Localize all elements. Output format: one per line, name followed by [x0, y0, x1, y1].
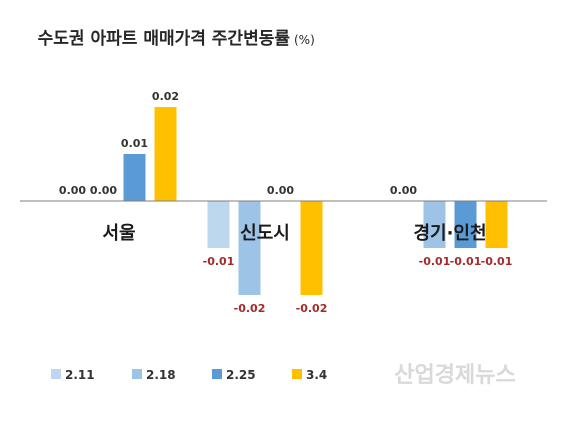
- bar-3.4-0: [154, 107, 177, 201]
- category-label-2: 경기·인천: [413, 223, 486, 244]
- bars-group: [123, 107, 508, 295]
- data-label-2.25-0: 0.01: [121, 137, 148, 150]
- data-label-2.18-0: 0.00: [90, 184, 117, 197]
- chart-title: 수도권 아파트 매매가격 주간변동률: [38, 29, 291, 49]
- data-label-2.18-2: -0.01: [419, 255, 451, 268]
- value-labels-group: 0.00 0.00 0.01 0.02 -0.01 -0.02 0.00 -0.02 0.00 -…: [59, 90, 512, 315]
- legend-label-3.4: 3.4: [306, 368, 327, 382]
- bar-3.4-1: [300, 201, 323, 295]
- legend-swatch-2.18: [132, 369, 142, 379]
- category-label-0: 서울: [102, 223, 135, 244]
- legend-swatch-3.4: [292, 369, 302, 379]
- data-label-3.4-1: -0.02: [296, 302, 328, 315]
- data-label-2.25-1: 0.00: [267, 184, 294, 197]
- legend-label-2.25: 2.25: [226, 368, 256, 382]
- data-label-2.25-2: -0.01: [450, 255, 482, 268]
- legend-label-2.18: 2.18: [146, 368, 176, 382]
- data-label-2.11-0: 0.00: [59, 184, 86, 197]
- bar-2.11-1: [207, 201, 230, 248]
- bar-3.4-2: [485, 201, 508, 248]
- bar-2.25-2: [454, 201, 477, 248]
- chart-unit: (%): [294, 33, 315, 47]
- watermark-text: 산업경제뉴스: [394, 363, 515, 388]
- data-label-2.18-1: -0.02: [234, 302, 266, 315]
- legend: 2.11 2.18 2.25 3.4: [51, 368, 327, 382]
- bar-2.18-1: [238, 201, 261, 295]
- bar-2.18-2: [423, 201, 446, 248]
- data-label-2.11-2: 0.00: [390, 184, 417, 197]
- data-label-2.11-1: -0.01: [203, 255, 235, 268]
- data-label-3.4-0: 0.02: [152, 90, 179, 103]
- legend-swatch-2.25: [212, 369, 222, 379]
- data-label-3.4-2: -0.01: [481, 255, 513, 268]
- bar-2.25-0: [123, 154, 146, 201]
- legend-swatch-2.11: [51, 369, 61, 379]
- category-labels-group: 서울 신도시 경기·인천: [102, 223, 486, 244]
- legend-label-2.11: 2.11: [65, 368, 95, 382]
- category-label-1: 신도시: [240, 223, 290, 244]
